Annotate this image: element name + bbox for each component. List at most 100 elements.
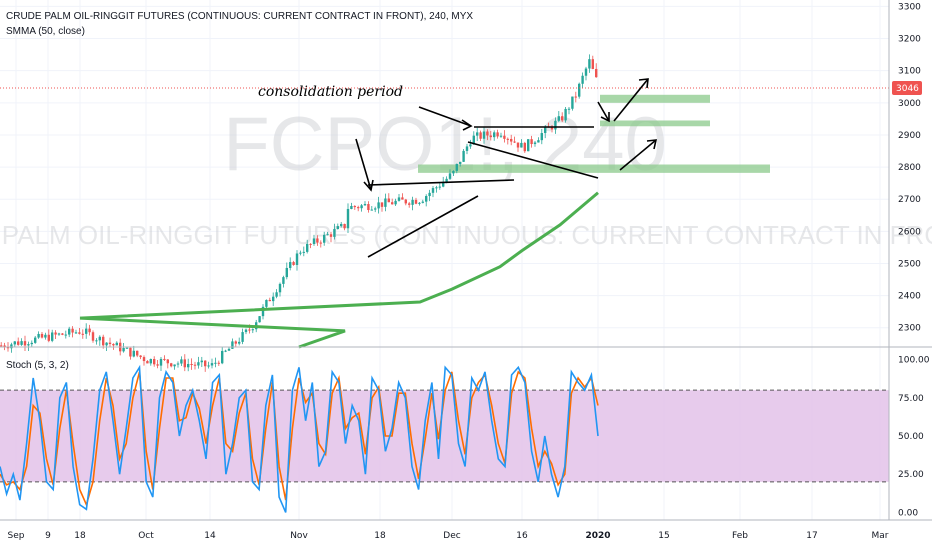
price-tick-label: 3100 — [898, 67, 921, 77]
candle-body — [292, 262, 295, 265]
arrow-head-5 — [646, 139, 658, 150]
candle-body — [98, 336, 101, 341]
stoch-label[interactable]: Stoch (5, 3, 2) — [6, 360, 69, 371]
candle-body — [210, 363, 214, 366]
candle-body — [30, 342, 33, 345]
candle-body — [316, 238, 319, 243]
time-tick-label: Mar — [872, 531, 889, 541]
trendline-horizontal-1 — [367, 179, 515, 186]
candle-body — [302, 251, 305, 253]
candle-body — [516, 142, 520, 148]
candle-body — [81, 333, 84, 335]
candle-body — [584, 68, 588, 76]
candle-body — [238, 341, 241, 344]
candle-body — [319, 242, 322, 244]
candle-body — [493, 132, 496, 138]
arrow-head-4 — [638, 78, 649, 89]
price-tick-label: 2400 — [898, 292, 921, 302]
candle-body — [163, 358, 166, 360]
candle-body — [85, 328, 88, 334]
candle-body — [523, 142, 526, 152]
candle-body — [496, 132, 499, 137]
candle-body — [567, 108, 571, 110]
price-tick-label: 3200 — [898, 35, 921, 45]
candle-body — [10, 344, 13, 349]
candle-body — [374, 208, 377, 210]
candle-body — [251, 329, 254, 331]
indicator-label[interactable]: SMMA (50, close) — [6, 26, 85, 37]
candle-body — [193, 364, 197, 366]
stoch-axis[interactable]: 100.00 75.00 50.00 25.00 0.00 — [898, 356, 930, 519]
time-axis[interactable]: Sep 9 18 Oct 14 Nov 18 Dec 16 2020 15 Feb 17 Mar — [8, 531, 889, 541]
candle-body — [537, 140, 540, 143]
candle-body — [326, 234, 329, 236]
candle-body — [544, 126, 547, 134]
support-zones — [418, 94, 770, 173]
candle-body — [411, 199, 414, 205]
candle-body — [459, 161, 462, 164]
candle-body — [47, 334, 50, 341]
candle-body — [27, 344, 30, 346]
stoch-tick-label: 50.00 — [898, 432, 924, 442]
candle-body — [217, 362, 220, 364]
candle-body — [166, 359, 169, 364]
candle-body — [421, 201, 424, 203]
candle-body — [122, 347, 125, 352]
candle-body — [278, 283, 282, 293]
candle-body — [51, 332, 54, 341]
arrow-consolidation-shaft — [355, 138, 372, 191]
stoch-tick-label: 75.00 — [898, 394, 924, 404]
price-axis[interactable]: 2300 2400 2500 2600 2700 2800 2900 3000 3100 3200… — [898, 2, 921, 333]
time-tick-label: 16 — [516, 531, 528, 541]
candle-body — [578, 83, 581, 97]
price-tick-label: 3000 — [898, 99, 921, 109]
candle-body — [200, 360, 203, 363]
arrow-shaft-5 — [619, 139, 657, 171]
candle-body — [17, 341, 20, 345]
last-price-label: 3046 — [896, 84, 919, 94]
candle-body — [6, 347, 10, 349]
support-zone — [600, 120, 710, 127]
candle-body — [224, 350, 227, 352]
candle-body — [13, 341, 16, 345]
candle-body — [149, 359, 152, 364]
candle-body — [557, 116, 560, 121]
candle-body — [68, 328, 71, 335]
candle-body — [71, 328, 74, 333]
candle-body — [442, 181, 445, 187]
candle-body — [340, 223, 343, 227]
price-tick-label: 2500 — [898, 259, 921, 269]
candle-body — [153, 359, 156, 365]
candle-body — [258, 316, 261, 323]
candlesticks — [0, 54, 598, 372]
candle-body — [540, 133, 543, 141]
support-zone — [418, 164, 770, 173]
candle-body — [510, 138, 513, 142]
candle-body — [581, 75, 584, 84]
arrow-consolidation-head — [363, 179, 374, 192]
candle-body — [336, 226, 339, 230]
candle-body — [102, 336, 105, 346]
candle-body — [190, 363, 193, 365]
arrow-shaft-2 — [418, 106, 472, 127]
candle-body — [105, 342, 108, 346]
candle-body — [571, 96, 574, 109]
candle-body — [231, 341, 234, 349]
time-tick-label: 15 — [658, 531, 669, 541]
candle-body — [136, 350, 139, 356]
watermark-name: CRUDE PALM OIL-RINGGIT FUTURES (CONTINUO… — [0, 220, 932, 250]
candle-body — [353, 206, 356, 208]
candle-body — [214, 362, 217, 364]
candle-body — [227, 348, 231, 351]
stoch-band — [0, 390, 889, 482]
candle-body — [472, 135, 475, 145]
candle-body — [527, 139, 530, 152]
candle-body — [312, 238, 316, 244]
time-tick-label: 17 — [806, 531, 817, 541]
candle-body — [397, 197, 401, 201]
candle-body — [295, 253, 299, 265]
candle-body — [435, 187, 438, 189]
candle-body — [88, 328, 91, 333]
candle-body — [462, 150, 465, 162]
candle-body — [418, 202, 421, 204]
